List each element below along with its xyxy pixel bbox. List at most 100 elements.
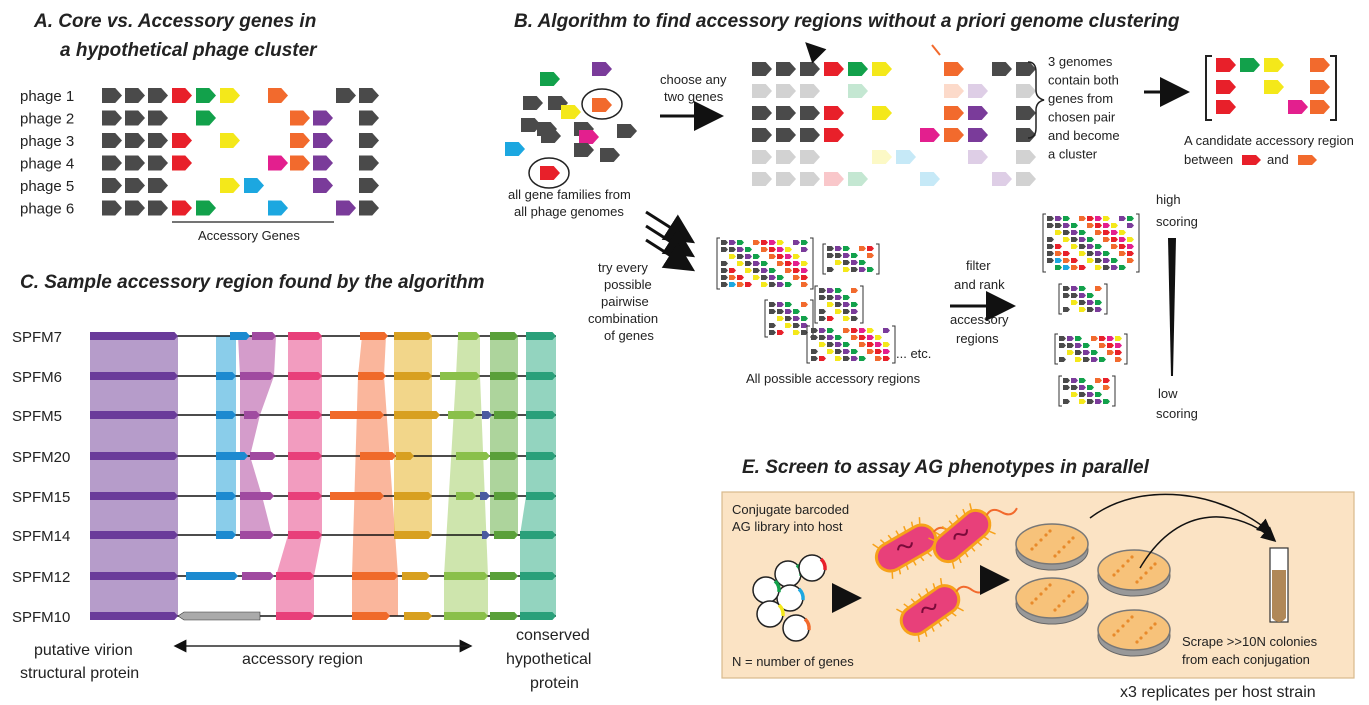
mini-gene-icon: [745, 261, 752, 266]
mini-gene-icon: [1095, 251, 1102, 256]
mini-bracket-icon: [1136, 213, 1140, 273]
mini-gene-icon: [769, 309, 776, 314]
try-arrow-2: [645, 224, 696, 258]
gene-arrow-icon: [359, 155, 379, 171]
genome-gene-icon: [848, 62, 868, 76]
mini-gene-icon: [1079, 265, 1086, 270]
mini-gene-icon: [1115, 343, 1122, 348]
synteny-gene-arrow-icon: [490, 372, 518, 380]
gene-arrow-icon: [172, 88, 192, 103]
mini-gene-icon: [835, 309, 842, 314]
mini-gene-icon: [835, 342, 842, 347]
synteny-gene-arrow-icon: [444, 572, 488, 580]
genome-gene-icon: [824, 62, 844, 76]
gene-arrow-icon: [196, 110, 216, 126]
mini-gene-icon: [851, 288, 858, 293]
mini-gene-icon: [851, 302, 858, 307]
mini-gene-icon: [793, 254, 800, 259]
reverse-gene-arrow-icon: [177, 611, 261, 621]
colony-dot: [1071, 536, 1075, 540]
colony-dot: [1057, 604, 1061, 608]
mini-gene-icon: [793, 309, 800, 314]
mini-gene-icon: [761, 268, 768, 273]
strain-label: SPFM15: [12, 489, 70, 506]
gene-family-icon: [600, 148, 620, 162]
mini-gene-icon: [1063, 378, 1070, 383]
gene-arrow-icon: [196, 200, 216, 216]
genome-gene-icon: [776, 106, 796, 120]
colony-dot: [1130, 555, 1134, 559]
colony-dot: [1067, 594, 1071, 598]
mini-gene-icon: [1055, 265, 1062, 270]
mini-gene-icon: [1087, 399, 1094, 404]
genome-gene-icon: [968, 150, 988, 164]
mini-gene-icon: [1095, 307, 1102, 312]
genome-gene-icon: [800, 84, 820, 98]
mini-gene-icon: [1087, 307, 1094, 312]
mini-gene-icon: [1119, 244, 1126, 249]
mini-gene-icon: [835, 349, 842, 354]
synteny-gene-arrow-icon: [244, 411, 260, 419]
mini-gene-icon: [761, 282, 768, 287]
pointer-arrow-red: [805, 42, 827, 64]
homology-band: [490, 336, 518, 535]
mini-gene-icon: [801, 247, 808, 252]
barcode-arc: [773, 579, 781, 593]
gene-arrow-icon: [148, 155, 168, 171]
synteny-gene-arrow-icon: [89, 332, 178, 340]
mini-gene-icon: [753, 261, 760, 266]
genome-gene-icon: [752, 84, 772, 98]
mini-gene-icon: [859, 356, 866, 361]
mini-bracket-icon: [810, 237, 814, 290]
colony-dot: [1053, 554, 1057, 558]
high-label-1: high: [1156, 192, 1181, 207]
try-label-line: try every: [598, 260, 648, 275]
gene-arrow-icon: [359, 133, 379, 148]
mini-gene-icon: [1099, 357, 1106, 362]
synteny-gene-arrow-icon: [526, 332, 556, 340]
mini-gene-icon: [769, 330, 776, 335]
conjugate-label-2: AG library into host: [732, 519, 843, 534]
n-label: N = number of genes: [732, 654, 854, 669]
synteny-gene-arrow-icon: [494, 411, 518, 419]
synteny-gene-arrow-icon: [330, 492, 384, 500]
synteny-gene-arrow-icon: [494, 531, 518, 539]
bracket-right-icon: [1330, 55, 1337, 121]
synteny-gene-arrow-icon: [482, 411, 492, 419]
gene-arrow-icon: [172, 200, 192, 216]
mini-gene-icon: [777, 330, 784, 335]
gene-arrow-icon: [313, 110, 333, 126]
mini-gene-icon: [777, 275, 784, 280]
colony-dot: [1116, 629, 1120, 633]
mini-gene-icon: [1115, 350, 1122, 355]
genome-gene-icon: [992, 62, 1012, 76]
synteny-gene-arrow-icon: [520, 612, 556, 620]
synteny-gene-arrow-icon: [396, 452, 414, 460]
synteny-gene-arrow-icon: [394, 332, 432, 340]
gene-arrow-icon: [290, 155, 310, 171]
conjugate-label-1: Conjugate barcoded: [732, 502, 849, 517]
panel-b-title: B. Algorithm to find accessory regions w…: [514, 11, 1180, 32]
gene-arrow-icon: [268, 155, 288, 171]
synteny-gene-arrow-icon: [216, 372, 236, 380]
synteny-gene-arrow-icon: [242, 572, 274, 580]
mini-gene-icon: [1059, 336, 1066, 341]
mini-gene-icon: [1075, 343, 1082, 348]
synteny-gene-arrow-icon: [288, 411, 322, 419]
gene-arrow-icon: [359, 88, 379, 103]
mini-gene-icon: [843, 302, 850, 307]
mini-gene-icon: [1095, 286, 1102, 291]
panel-a-title-line2: a hypothetical phage cluster: [60, 40, 318, 61]
barcode-arc: [803, 617, 811, 631]
genome-gene-icon: [752, 172, 772, 186]
synteny-gene-arrow-icon: [352, 612, 390, 620]
colony-dot: [1139, 576, 1143, 580]
gene-arrow-icon: [125, 200, 145, 216]
colony-dot: [1062, 599, 1066, 603]
synteny-gene-arrow-icon: [240, 492, 274, 500]
mini-gene-icon: [1103, 385, 1110, 390]
synteny-gene-arrow-icon: [186, 572, 238, 580]
genome-gene-icon: [848, 172, 868, 186]
mini-gene-icon: [1055, 230, 1062, 235]
panel-c-title: C. Sample accessory region found by the …: [20, 272, 485, 293]
